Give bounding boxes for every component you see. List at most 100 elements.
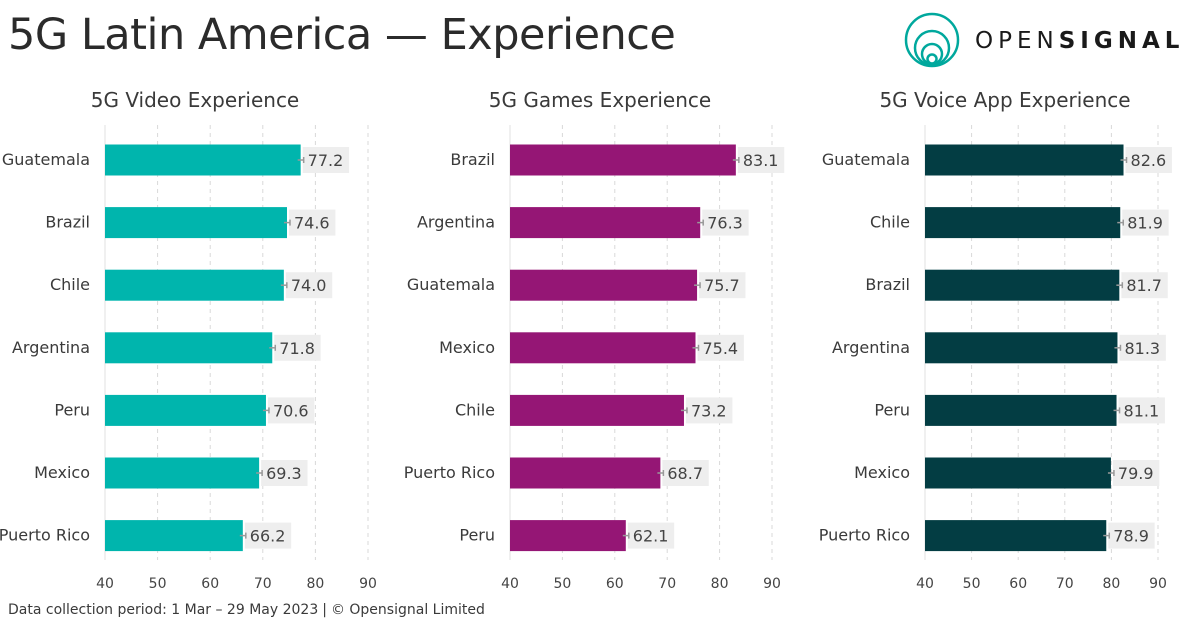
opensignal-logo-icon [904, 12, 960, 68]
bar [105, 144, 301, 176]
chart-title: 5G Voice App Experience [879, 88, 1130, 112]
tick-label: 90 [359, 576, 377, 592]
footer-separator: | [322, 602, 327, 618]
data-label-bg [261, 460, 308, 486]
copyright: © Opensignal Limited [330, 602, 485, 618]
data-label-bg [1121, 272, 1168, 299]
bar [925, 269, 1120, 301]
category-label: Peru [874, 400, 910, 419]
brand-suffix: SIGNAL [1058, 28, 1185, 54]
data-label: 81.1 [1124, 401, 1160, 420]
bar [925, 457, 1111, 489]
data-label-bg [1112, 460, 1160, 486]
data-label: 71.8 [279, 339, 315, 358]
data-label: 62.1 [633, 527, 669, 546]
bar [510, 394, 684, 426]
brand-wordmark: OPENSIGNAL [975, 28, 1184, 54]
category-label: Brazil [45, 213, 90, 232]
brand-prefix: OPEN [975, 28, 1059, 54]
data-label: 68.7 [667, 464, 703, 483]
data-label: 75.4 [702, 339, 738, 358]
category-label: Chile [870, 213, 910, 232]
bar [510, 144, 736, 176]
chart-panel-video: 5G Video Experience 40 50 60 70 80 90 Guatemala… [0, 85, 400, 600]
tick-label: 40 [916, 576, 934, 592]
bar [105, 207, 287, 239]
bar [105, 457, 260, 489]
data-label-bg [1108, 522, 1155, 549]
tick-label: 80 [711, 576, 729, 592]
bar [925, 207, 1121, 239]
category-label: Brazil [450, 150, 495, 169]
data-label: 75.7 [704, 276, 740, 295]
chart-title: 5G Video Experience [91, 88, 300, 112]
category-label: Peru [459, 526, 495, 545]
data-label-bg [662, 460, 709, 486]
footer: Data collection period: 1 Mar – 29 May 2… [8, 602, 485, 618]
bar [510, 269, 698, 301]
data-label: 74.0 [291, 276, 327, 295]
data-label-bg [285, 272, 333, 299]
data-label: 74.6 [294, 214, 330, 233]
data-collection-period: Data collection period: 1 Mar – 29 May 2… [8, 602, 319, 618]
data-label-bg [1125, 147, 1172, 173]
category-label: Argentina [417, 213, 495, 232]
data-label-bg [627, 522, 675, 549]
data-label: 82.6 [1131, 151, 1167, 170]
data-label: 78.9 [1113, 527, 1149, 546]
category-label: Guatemala [407, 275, 495, 294]
data-label: 69.3 [266, 464, 302, 483]
tick-label: 70 [658, 576, 676, 592]
data-label-bg [244, 522, 292, 549]
data-label-bg [302, 147, 350, 173]
bar [510, 457, 661, 489]
bar [925, 144, 1124, 176]
category-label: Chile [455, 400, 495, 419]
chart-voice-app-experience: 5G Voice App Experience 40 50 60 70 80 90 Guate… [819, 88, 1172, 592]
data-label-bg [1122, 209, 1169, 236]
data-label-bg [267, 397, 315, 424]
data-label-bg [274, 334, 321, 361]
category-label: Puerto Rico [0, 526, 90, 545]
chart-video-experience: 5G Video Experience 40 50 60 70 80 90 Guatemala… [0, 88, 377, 592]
tick-label: 80 [1102, 576, 1120, 592]
tick-label: 70 [254, 576, 272, 592]
bar [925, 520, 1107, 552]
data-label: 83.1 [743, 151, 779, 170]
category-label: Argentina [12, 338, 90, 357]
tick-label: 90 [1149, 576, 1167, 592]
chart-panel-games: 5G Games Experience 40 50 60 70 80 90 Brazil 83.… [400, 85, 800, 600]
tick-label: 80 [306, 576, 324, 592]
data-label: 79.9 [1118, 464, 1154, 483]
category-label: Guatemala [822, 150, 910, 169]
data-label: 81.9 [1127, 214, 1163, 233]
data-label-bg [737, 147, 785, 173]
category-label: Argentina [832, 338, 910, 357]
data-label-bg [699, 272, 746, 299]
tick-label: 60 [606, 576, 624, 592]
data-label-bg [288, 209, 336, 236]
category-label: Peru [54, 400, 90, 419]
data-label: 76.3 [707, 214, 743, 233]
data-label-bg [685, 397, 733, 424]
tick-label: 50 [553, 576, 571, 592]
data-label: 81.7 [1126, 276, 1162, 295]
bar [510, 207, 701, 239]
category-label: Mexico [854, 463, 910, 482]
bar [105, 269, 284, 301]
bar [510, 520, 626, 552]
bar [105, 332, 273, 364]
data-label-bg [1118, 397, 1165, 424]
brand-logo: OPENSIGNAL [900, 10, 1200, 70]
tick-label: 60 [201, 576, 219, 592]
tick-label: 40 [501, 576, 519, 592]
data-label: 77.2 [308, 151, 344, 170]
tick-label: 90 [763, 576, 781, 592]
data-label-bg [1119, 334, 1166, 361]
chart-title: 5G Games Experience [489, 88, 711, 112]
category-label: Brazil [865, 275, 910, 294]
bar [105, 520, 243, 552]
tick-label: 50 [149, 576, 167, 592]
tick-label: 40 [96, 576, 114, 592]
category-label: Guatemala [2, 150, 90, 169]
